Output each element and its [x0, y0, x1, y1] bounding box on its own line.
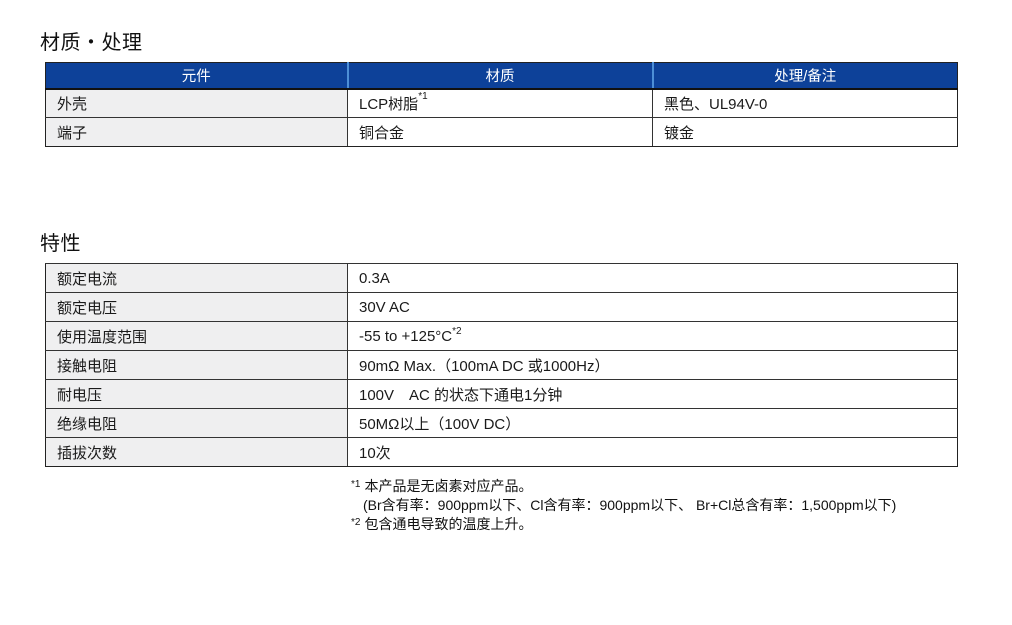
spec-label: 使用温度范围 [45, 321, 348, 351]
characteristics-table: 额定电流 0.3A 额定电压 30V AC 使用温度范围 -55 to +125… [45, 263, 958, 467]
table-row: 绝缘电阻 50MΩ以上（100V DC） [45, 408, 958, 438]
materials-header-material: 材质 [346, 62, 653, 90]
spec-value-cell: 90mΩ Max.（100mA DC 或1000Hz） [347, 350, 958, 380]
spec-value: 90mΩ Max.（100mA DC 或1000Hz） [359, 357, 610, 375]
spec-value: 0.3A [359, 269, 390, 287]
table-row: 接触电阻 90mΩ Max.（100mA DC 或1000Hz） [45, 350, 958, 380]
spec-label: 插拔次数 [45, 437, 348, 467]
spec-value-cell: 0.3A [347, 263, 958, 293]
materials-table: 元件 材质 处理/备注 外壳 LCP树脂*1 黑色、UL94V-0 端子 铜合金… [45, 62, 958, 147]
spec-label: 耐电压 [45, 379, 348, 409]
material-value: LCP树脂 [359, 95, 419, 113]
spec-value-cell: 50MΩ以上（100V DC） [347, 408, 958, 438]
characteristics-section-title: 特性 [40, 233, 81, 255]
table-row: 额定电流 0.3A [45, 263, 958, 293]
footnote-1-detail: (Br含有率：900ppm以下、Cl含有率：900ppm以下、 Br+Cl总含有… [363, 497, 897, 513]
footnotes: *1 本产品是无卤素对应产品。 (Br含有率：900ppm以下、Cl含有率：900… [351, 477, 896, 534]
spec-value-cell: 30V AC [347, 292, 958, 322]
spec-value: 10次 [359, 444, 391, 462]
table-row: 额定电压 30V AC [45, 292, 958, 322]
spec-value-cell: -55 to +125°C*2 [347, 321, 958, 351]
materials-row-component: 端子 [45, 117, 348, 147]
materials-header-component: 元件 [45, 62, 348, 90]
materials-row-material: 铜合金 [347, 117, 653, 147]
spec-value-cell: 10次 [347, 437, 958, 467]
spec-value: -55 to +125°C [359, 327, 453, 345]
material-value: 铜合金 [359, 124, 405, 142]
spec-label: 额定电压 [45, 292, 348, 322]
materials-row-remark: 镀金 [652, 117, 958, 147]
footnote-1-text: 本产品是无卤素对应产品。 [364, 478, 533, 494]
materials-row-component: 外壳 [45, 88, 348, 118]
footnote-2: *2 包含通电导致的温度上升。 [351, 515, 896, 534]
table-row: 耐电压 100V AC 的状态下通电1分钟 [45, 379, 958, 409]
spec-label: 绝缘电阻 [45, 408, 348, 438]
footnote-2-marker: *2 [351, 517, 361, 528]
footnote-1: *1 本产品是无卤素对应产品。 [351, 477, 896, 496]
spec-label: 接触电阻 [45, 350, 348, 380]
spec-value: 100V AC 的状态下通电1分钟 [359, 386, 563, 404]
footnote-ref: *1 [418, 90, 428, 102]
footnote-2-text: 包含通电导致的温度上升。 [364, 516, 533, 532]
spec-label: 额定电流 [45, 263, 348, 293]
table-row: 使用温度范围 -55 to +125°C*2 [45, 321, 958, 351]
materials-section-title: 材质・处理 [40, 32, 143, 54]
spec-value: 30V AC [359, 298, 410, 316]
table-row: 外壳 LCP树脂*1 黑色、UL94V-0 [45, 88, 958, 118]
materials-header-remark: 处理/备注 [651, 62, 958, 90]
materials-row-remark: 黑色、UL94V-0 [652, 88, 958, 118]
spec-value: 50MΩ以上（100V DC） [359, 415, 521, 433]
spec-value-cell: 100V AC 的状态下通电1分钟 [347, 379, 958, 409]
materials-row-material: LCP树脂*1 [347, 88, 653, 118]
footnote-ref: *2 [452, 325, 462, 337]
materials-header-row: 元件 材质 处理/备注 [45, 62, 958, 90]
table-row: 端子 铜合金 镀金 [45, 117, 958, 147]
table-row: 插拔次数 10次 [45, 437, 958, 467]
footnote-1-marker: *1 [351, 479, 361, 490]
